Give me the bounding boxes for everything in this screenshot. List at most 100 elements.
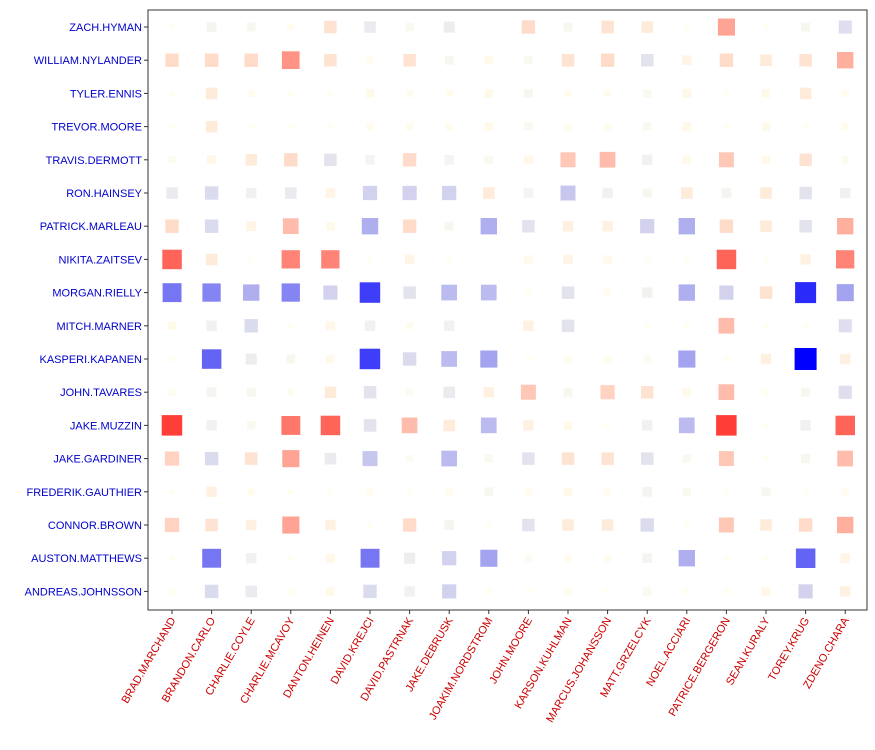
heatmap-cell (802, 123, 809, 130)
heatmap-cell (288, 555, 294, 562)
heatmap-cell (836, 250, 855, 269)
heatmap-cell (520, 384, 536, 400)
heatmap-cell (641, 21, 653, 33)
heatmap-cell (642, 188, 652, 198)
heatmap-cell (763, 323, 769, 329)
heatmap-cell (404, 586, 415, 597)
heatmap-cell (484, 56, 493, 65)
heatmap-cell (443, 419, 455, 432)
heatmap-cell (599, 151, 616, 168)
heatmap-cell (246, 187, 257, 199)
heatmap-cell (325, 188, 336, 198)
heatmap-cell (723, 555, 730, 562)
heatmap-cell (601, 452, 614, 465)
heatmap-cell (642, 553, 652, 563)
heatmap-cell (761, 586, 771, 596)
x-tick-label: TOREY.KRUG (766, 616, 812, 684)
heatmap-cell (282, 450, 300, 468)
heatmap-cell (486, 588, 492, 595)
heatmap-cell (602, 221, 613, 232)
heatmap-cell (247, 89, 255, 97)
heatmap-cell (643, 587, 652, 596)
heatmap-cell (641, 452, 654, 465)
heatmap-cell (287, 23, 295, 31)
y-tick-label: ZACH.HYMAN (69, 22, 142, 34)
heatmap-cell (360, 548, 380, 568)
y-tick-label: WILLIAM.NYLANDER (34, 55, 142, 67)
heatmap-cell (204, 186, 219, 200)
heatmap-cell (363, 386, 377, 399)
heatmap-cell (442, 551, 457, 566)
heatmap-cell (717, 18, 735, 36)
heatmap-cell (523, 188, 534, 198)
heatmap-cell (324, 386, 337, 398)
heatmap-cell (840, 586, 851, 597)
heatmap-cell (206, 320, 217, 331)
heatmap-cell (443, 21, 455, 33)
heatmap-cell (763, 455, 769, 462)
heatmap-cell (285, 187, 297, 199)
y-tick-label: JOHN.TAVARES (60, 387, 142, 399)
heatmap-cell (801, 454, 811, 464)
heatmap-cell (245, 154, 257, 166)
heatmap-cell (643, 122, 652, 131)
heatmap-cell (206, 420, 217, 431)
heatmap-cell (164, 517, 180, 533)
heatmap-cell (165, 219, 179, 233)
heatmap-cell (563, 254, 573, 265)
heatmap-cell (644, 256, 651, 263)
y-tick-label: FREDERIK.GAUTHIER (26, 487, 142, 499)
heatmap-cell (760, 187, 772, 199)
heatmap-cell (246, 553, 257, 564)
heatmap-cell (601, 519, 614, 531)
heatmap-cell (245, 585, 257, 598)
heatmap-cell (682, 122, 692, 132)
heatmap-cell (444, 520, 454, 530)
heatmap-cell (837, 516, 854, 534)
heatmap-cell (603, 255, 612, 264)
heatmap-cell (801, 22, 811, 32)
heatmap-cell (604, 89, 612, 97)
heatmap-cell (167, 321, 177, 330)
heatmap-cell (763, 389, 769, 396)
heatmap-cell (402, 219, 417, 233)
heatmap-cell (326, 222, 335, 231)
heatmap-cell (562, 221, 574, 232)
heatmap-cell (320, 415, 341, 436)
heatmap-cell (205, 120, 218, 133)
heatmap-cell (362, 451, 378, 467)
heatmap-cell (837, 218, 854, 235)
heatmap-cell (799, 54, 812, 67)
heatmap-cell (404, 254, 415, 265)
heatmap-cell (444, 221, 454, 231)
heatmap-cell (406, 89, 414, 97)
heatmap-cell (682, 88, 692, 98)
heatmap-cell (564, 554, 572, 562)
heatmap-cell (523, 155, 533, 165)
heatmap-cell (247, 421, 256, 430)
heatmap-cell (682, 155, 691, 164)
heatmap-cell (327, 123, 334, 130)
heatmap-cell (678, 417, 695, 434)
heatmap-cell (359, 348, 381, 370)
heatmap-cell (522, 518, 535, 532)
heatmap-cell (480, 284, 497, 301)
heatmap-cell (681, 187, 693, 199)
heatmap-cell (446, 256, 453, 263)
heatmap-cell (169, 90, 175, 97)
heatmap-cell (487, 257, 491, 261)
heatmap-cell (325, 553, 335, 563)
heatmap-cell (169, 24, 175, 30)
heatmap-cell (480, 218, 497, 235)
heatmap-cell (325, 321, 335, 331)
heatmap-cell (524, 554, 532, 562)
heatmap-cell (564, 587, 572, 595)
heatmap-cell (168, 388, 176, 396)
heatmap-cell (643, 89, 652, 98)
heatmap-cell (716, 249, 737, 270)
heatmap-cell (486, 522, 492, 528)
heatmap-cell (604, 422, 611, 429)
heatmap-cell (404, 552, 416, 564)
heatmap-cell (600, 385, 615, 400)
heatmap-cell (164, 451, 180, 466)
